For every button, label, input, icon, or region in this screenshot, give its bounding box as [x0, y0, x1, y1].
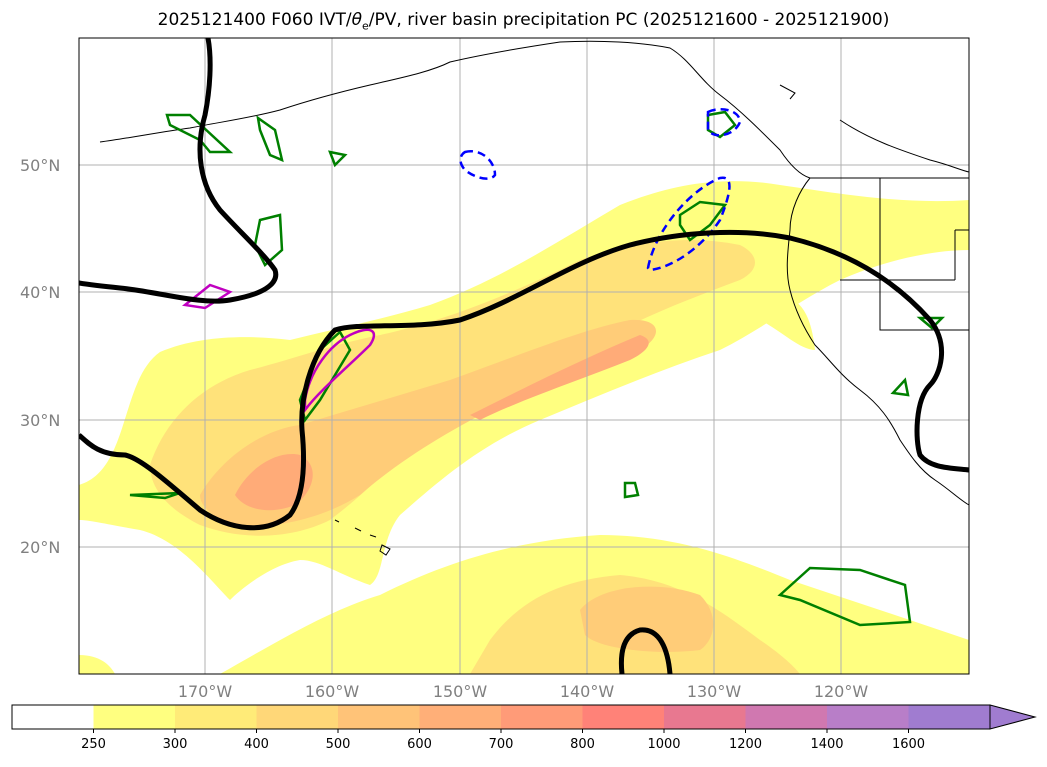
map-frame — [78, 37, 970, 675]
colorbar-tick-label: 800 — [570, 737, 595, 752]
colorbar-tick-label: 700 — [489, 737, 514, 752]
colorbar-tick-label: 1400 — [810, 737, 843, 752]
magenta-contours — [181, 283, 376, 414]
colorbar-segment — [908, 705, 991, 729]
colorbar-segment — [827, 705, 909, 729]
colorbar-tick-label: 400 — [244, 737, 269, 752]
chart-title: 2025121400 F060 IVT/θe/PV, river basin p… — [0, 10, 1047, 32]
theta-e-contours — [129, 110, 946, 627]
title-post: /PV, river basin precipitation PC (20251… — [368, 10, 890, 30]
lon-label-170w: 170°W — [178, 682, 233, 701]
magenta-contour-1 — [181, 283, 233, 310]
ivt-400-south — [580, 586, 714, 652]
colorbar-segment — [664, 705, 746, 729]
green-contour-6 — [678, 200, 728, 242]
pv-contour-west — [79, 38, 279, 304]
alaska-coast — [99, 40, 811, 179]
ivt-500 — [235, 454, 313, 511]
green-contour-4 — [328, 150, 348, 168]
colorbar-tick-label: 500 — [326, 737, 351, 752]
colorbar-segment — [256, 705, 339, 729]
green-contour-1 — [165, 113, 234, 154]
colorbar-tick-label: 1200 — [729, 737, 762, 752]
colorbar-tick-label: 300 — [163, 737, 188, 752]
lon-label-140w: 140°W — [560, 682, 615, 701]
title-sub: e — [362, 19, 369, 33]
ivt-400 — [200, 319, 657, 527]
ivt-250-sw — [79, 655, 115, 674]
lat-labels: 50°N 40°N 30°N 20°N — [20, 156, 60, 557]
green-contour-5 — [298, 330, 352, 423]
colorbar-segment — [12, 705, 94, 729]
colorbar-extend-arrow — [989, 704, 1037, 730]
colorbar-tick-label: 250 — [81, 737, 106, 752]
pv-contours — [79, 38, 969, 674]
blue-contour-1 — [459, 149, 497, 180]
title-pre: 2025121400 F060 IVT/ — [157, 10, 352, 30]
colorbar-segment — [745, 705, 828, 729]
hawaii-islands — [334, 519, 391, 556]
lon-labels: 170°W 160°W 150°W 140°W 130°W 120°W — [178, 682, 869, 701]
lat-label-50n: 50°N — [20, 156, 60, 175]
green-contour-11 — [890, 377, 910, 397]
ivt-500-b — [470, 335, 649, 420]
title-theta: θ — [351, 10, 362, 30]
blue-contour-2 — [646, 176, 731, 272]
green-contour-9 — [623, 481, 640, 499]
pv-contour-south — [618, 627, 673, 674]
colorbar-tick-label: 1600 — [892, 737, 925, 752]
lon-label-130w: 130°W — [687, 682, 742, 701]
colorbar-segment — [93, 705, 176, 729]
lon-label-160w: 160°W — [305, 682, 360, 701]
green-contour-3 — [253, 213, 284, 268]
colorbar-segment — [501, 705, 583, 729]
colorbar-segment — [582, 705, 665, 729]
ivt-250-wing — [760, 296, 815, 350]
lon-label-150w: 150°W — [433, 682, 488, 701]
lat-label-20n: 20°N — [20, 538, 60, 557]
blue-dashed-contours — [459, 108, 742, 272]
pv-contour-main — [79, 229, 969, 531]
green-contour-12 — [129, 491, 181, 500]
colorbar-tick-label: 1000 — [647, 737, 680, 752]
green-contour-8 — [777, 566, 912, 627]
colorbar-tick-label: 600 — [407, 737, 432, 752]
blue-contour-3 — [706, 108, 742, 137]
green-contour-2 — [256, 115, 284, 163]
colorbar-segment — [338, 705, 420, 729]
colorbar-segment — [175, 705, 257, 729]
magenta-contour-2 — [303, 328, 376, 414]
colorbar: 250 300 400 500 600 700 800 1000 1200 1400 1600 — [11, 704, 1037, 752]
lat-label-40n: 40°N — [20, 283, 60, 302]
north-coast-detail — [779, 84, 969, 173]
us-borders — [810, 177, 969, 331]
colorbar-segment — [419, 705, 502, 729]
lon-label-120w: 120°W — [814, 682, 869, 701]
lat-label-30n: 30°N — [20, 411, 60, 430]
